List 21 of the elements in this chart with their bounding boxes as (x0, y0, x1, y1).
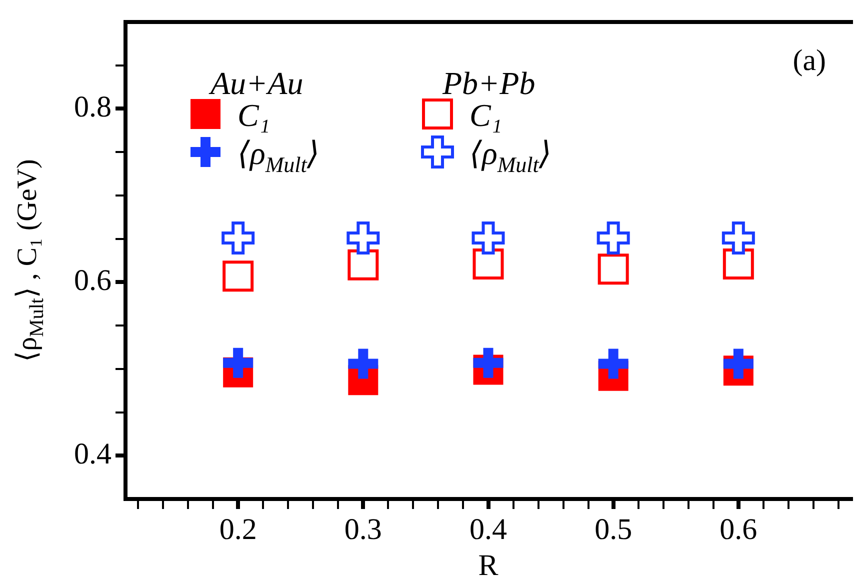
x-tick-label: 0.5 (594, 512, 632, 546)
point (472, 221, 505, 254)
x-tick-label: 0.3 (344, 512, 382, 546)
point (222, 221, 255, 254)
point (348, 348, 378, 379)
x-axis-title: R (478, 549, 498, 581)
y-axis-title: ⟨ρMult⟩ , C₁ (GeV) (12, 159, 48, 362)
y-tick-label: 0.6 (74, 264, 112, 298)
point (722, 221, 755, 254)
point (223, 348, 254, 378)
x-tick-label: 0.4 (470, 512, 507, 546)
x-tick-label: 0.6 (720, 512, 758, 546)
point (596, 221, 630, 254)
y-tick-label: 0.4 (74, 438, 112, 471)
point (346, 221, 380, 254)
point (598, 348, 628, 379)
x-tick-label: 0.2 (219, 512, 257, 546)
point (473, 348, 504, 378)
y-tick-label: 0.8 (74, 90, 112, 124)
point (723, 348, 754, 379)
annotation: (a) (792, 44, 826, 77)
